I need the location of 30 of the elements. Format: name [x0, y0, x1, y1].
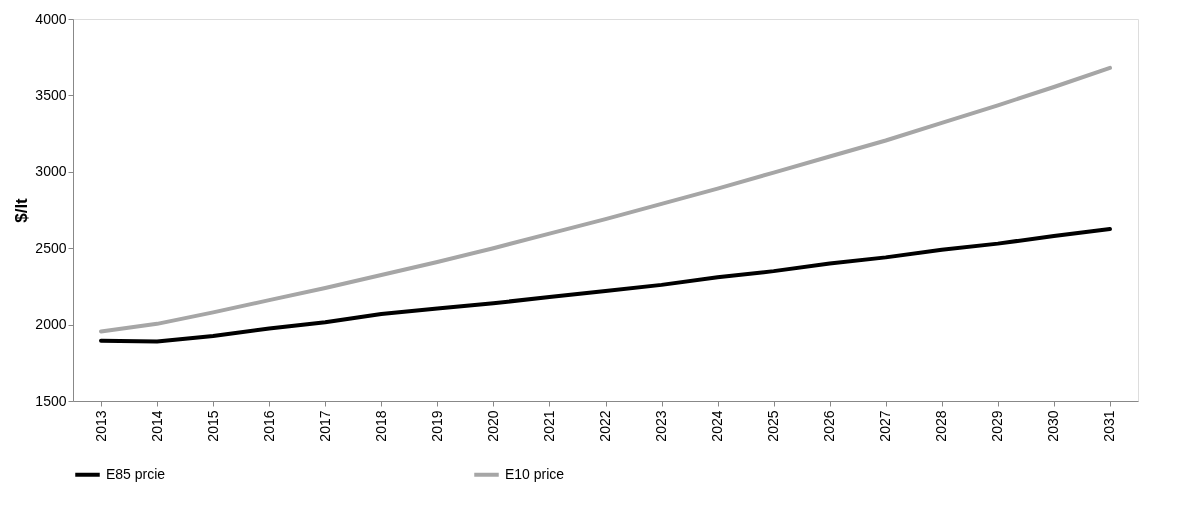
x-tick-label: 2024	[709, 410, 726, 442]
y-tick-label: 2000	[35, 316, 67, 333]
x-tick-label: 2025	[765, 410, 782, 442]
y-tick-label: 1500	[35, 392, 67, 409]
x-tick-label: 2015	[204, 410, 221, 442]
x-tick-label: 2029	[989, 410, 1006, 442]
x-tick-label: 2030	[1045, 410, 1062, 442]
x-tick-label: 2023	[653, 410, 670, 442]
x-tick-label: 2014	[148, 410, 165, 442]
y-axis-title: $/lt	[12, 197, 32, 223]
x-tick-label: 2026	[821, 410, 838, 442]
y-tick-label: 3000	[35, 163, 67, 180]
x-tick-label: 2016	[260, 410, 277, 442]
x-tick-label: 2020	[484, 410, 501, 442]
x-tick-label: 2017	[316, 410, 333, 442]
legend-label: E10 price	[505, 465, 565, 482]
y-tick-label: 3500	[35, 86, 67, 103]
x-tick-label: 2022	[597, 410, 613, 442]
x-tick-label: 2027	[877, 410, 894, 442]
legend-label: E85 prcie	[106, 465, 166, 482]
line-series	[99, 65, 1112, 334]
y-tick-label: 4000	[35, 10, 67, 27]
x-tick-label: 2021	[540, 410, 557, 442]
line-series	[99, 227, 1112, 344]
x-tick-label: 2028	[933, 410, 950, 442]
x-tick-label: 2031	[1101, 410, 1118, 442]
y-tick-label: 2500	[35, 239, 67, 256]
x-tick-label: 2019	[428, 410, 445, 442]
x-tick-label: 2018	[372, 410, 389, 442]
x-tick-label: 2013	[92, 410, 109, 442]
